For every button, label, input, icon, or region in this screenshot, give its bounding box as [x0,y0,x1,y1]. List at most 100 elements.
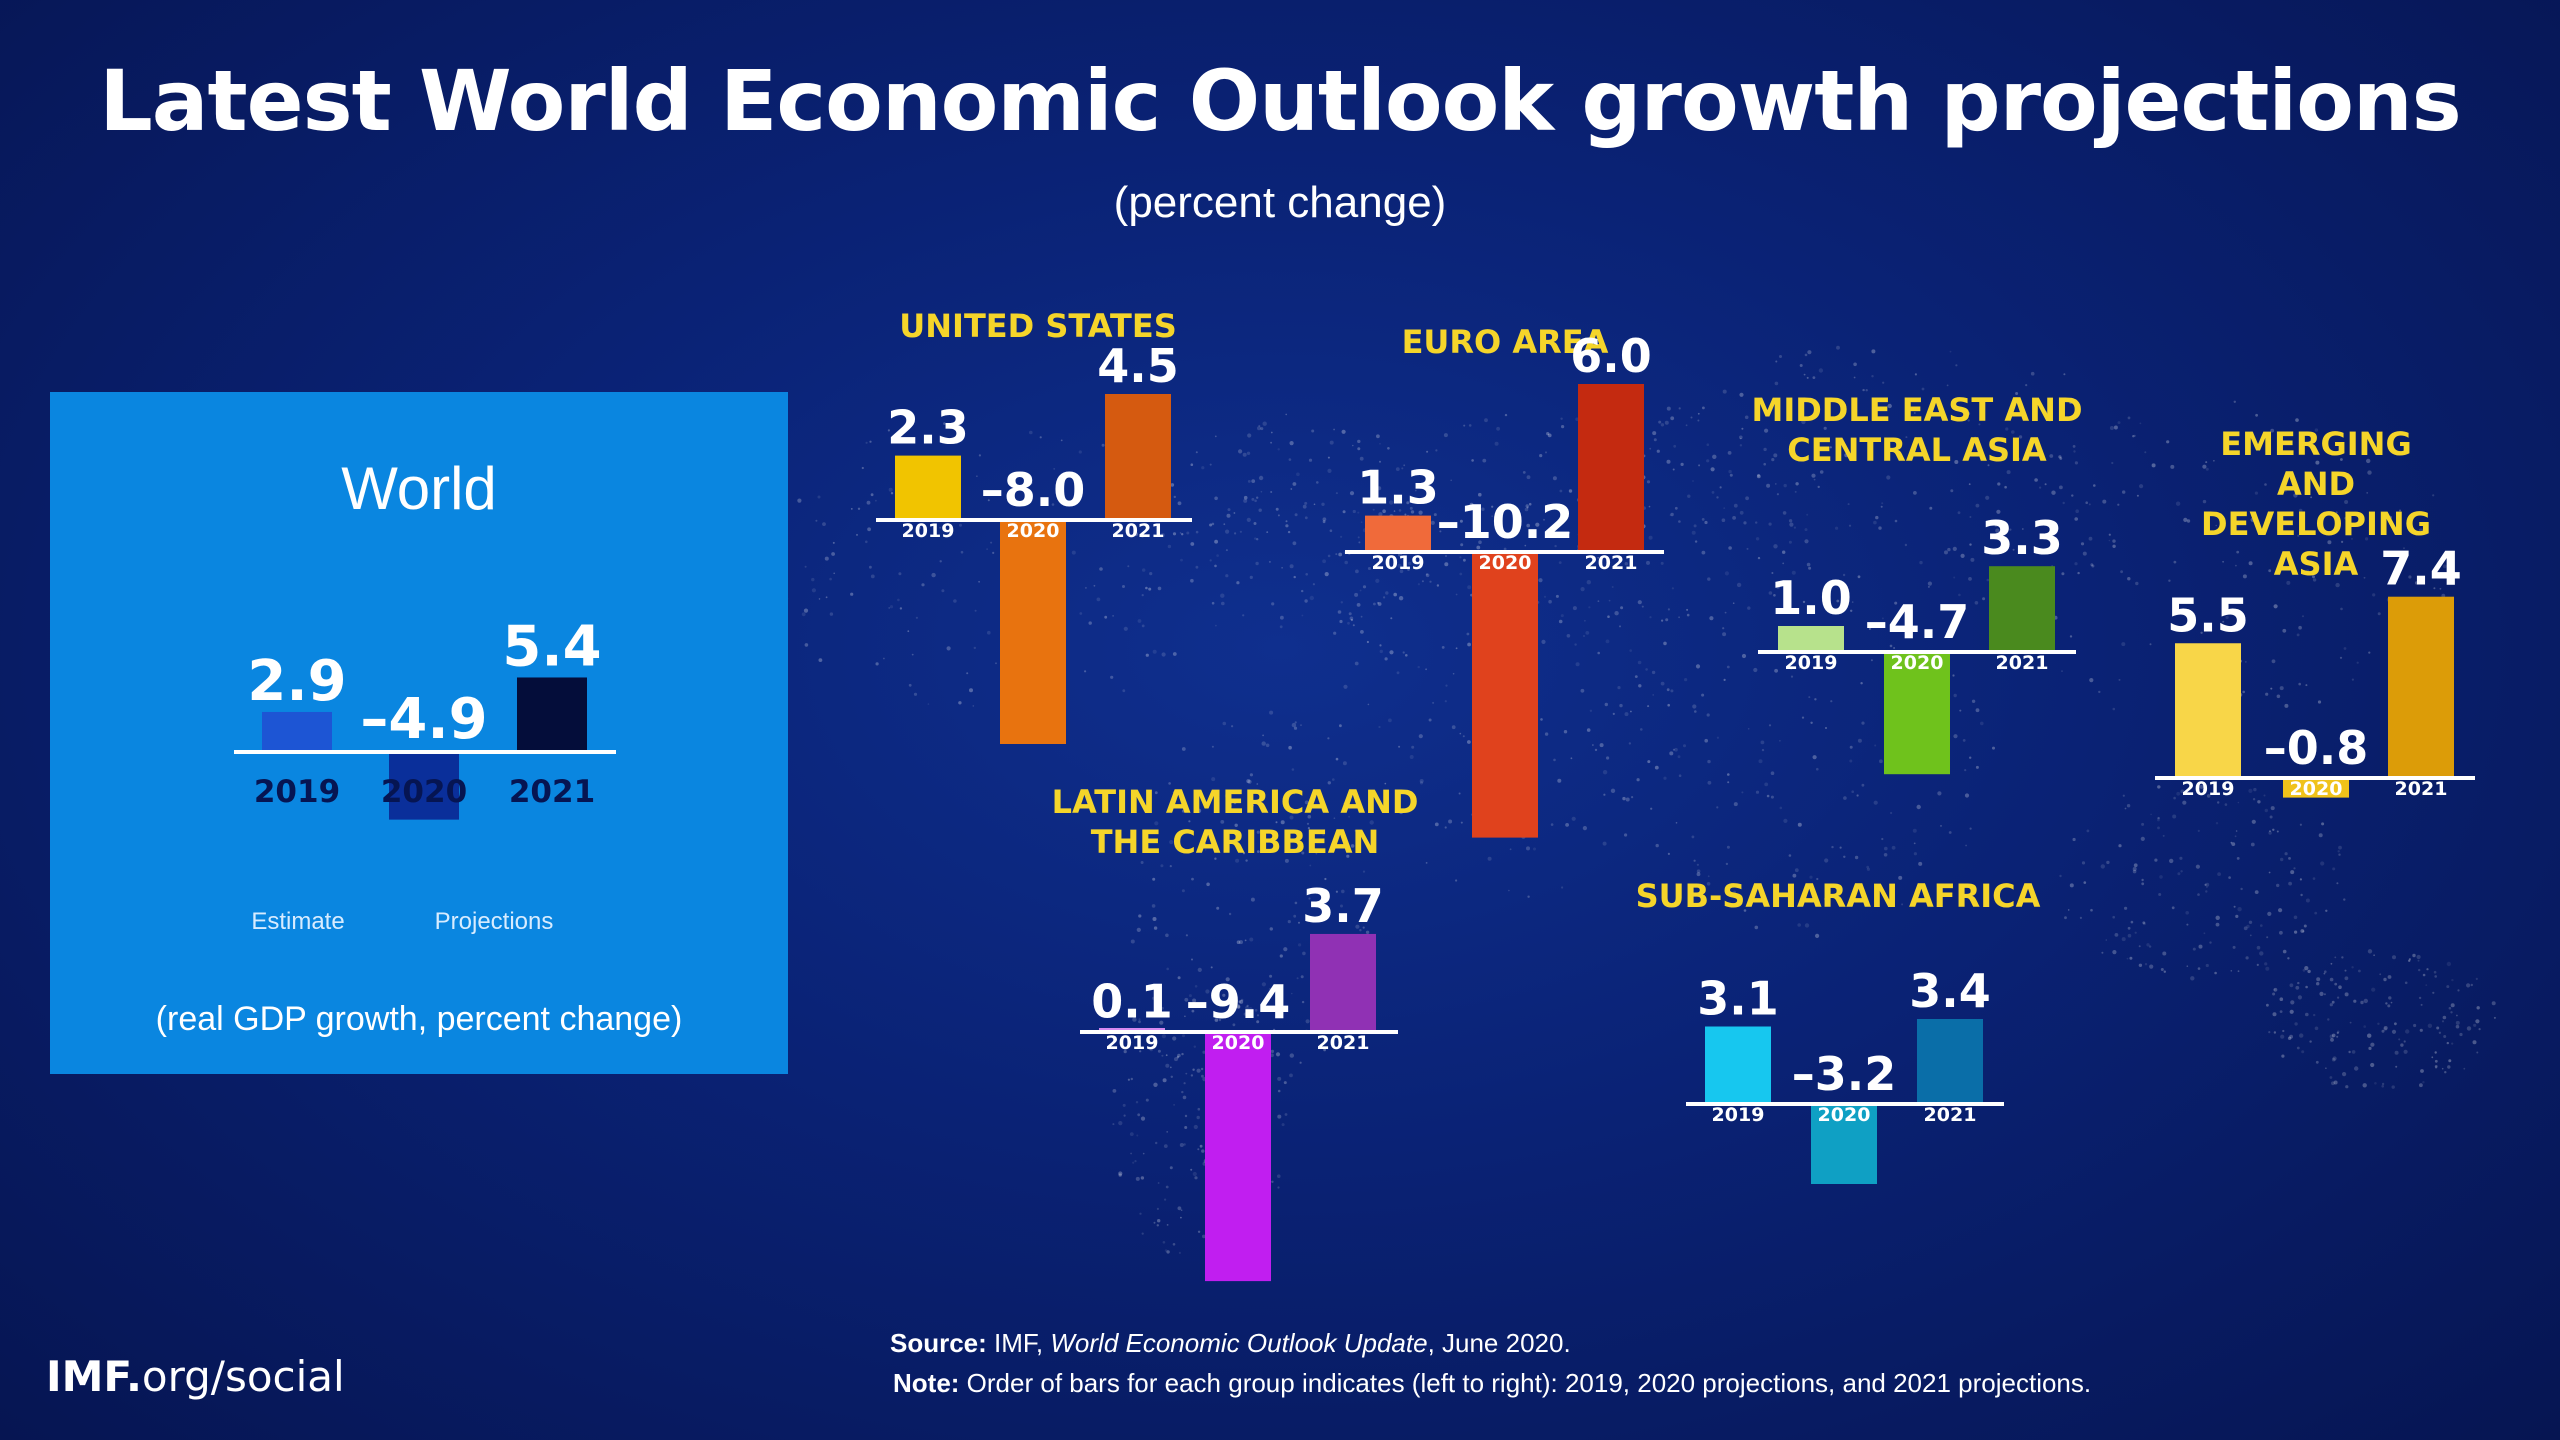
map-dot [1417,583,1420,586]
map-dot [2088,503,2091,506]
map-dot [1283,947,1288,952]
map-dot [2344,992,2349,997]
map-dot [1460,821,1463,824]
map-dot [2067,909,2070,911]
map-dot [2476,1006,2480,1010]
map-dot [1929,506,1933,510]
map-dot [2129,956,2133,960]
map-dot [1701,550,1706,555]
map-dot [1180,558,1183,562]
map-dot [1980,454,1983,458]
map-dot [1782,550,1786,554]
map-dot [1901,903,1904,906]
map-dot [1177,1053,1181,1058]
map-dot [865,441,868,444]
map-dot [2259,951,2264,956]
map-dot [1134,532,1138,537]
map-dot [1550,823,1554,826]
map-dot [1296,977,1299,980]
map-dot [1151,904,1156,908]
map-dot [2182,599,2185,602]
map-dot [1190,542,1195,546]
map-dot [2025,384,2028,387]
map-dot [1214,539,1218,544]
value-label-latin-america-2019: 0.1 [1091,974,1173,1028]
map-dot [1181,809,1185,813]
map-dot [1773,544,1778,549]
map-dot [1164,1198,1167,1201]
map-dot [1134,1160,1137,1163]
map-dot [2138,945,2141,948]
value-label-emerging-asia-2019: 5.5 [2167,588,2249,642]
map-dot [2157,785,2161,789]
map-dot [1181,1052,1184,1056]
map-dot [2316,982,2320,986]
map-dot [2004,485,2007,489]
map-dot [1724,611,1727,614]
map-dot [1139,1212,1142,1215]
map-dot [1225,574,1229,578]
map-dot [2388,515,2392,520]
map-dot [1540,718,1543,721]
map-dot [2133,434,2136,437]
map-dot [976,475,978,478]
map-dot [1462,735,1465,738]
map-dot [2388,996,2392,1000]
map-dot [2319,991,2324,997]
map-dot [1584,619,1586,622]
map-dot [1586,728,1591,732]
map-dot [1693,859,1696,862]
map-dot [1962,739,1966,742]
map-dot [1173,1104,1175,1106]
map-dot [2294,1022,2298,1026]
map-dot [817,495,821,499]
map-dot [1145,653,1149,657]
map-dot [1959,709,1962,712]
map-dot [1294,901,1298,905]
map-dot [2126,957,2129,960]
map-dot [1419,779,1424,783]
map-dot [1403,464,1406,467]
map-dot [2203,787,2207,791]
map-dot [1771,572,1774,574]
imf-social-brand[interactable]: IMF.org/social [46,1352,345,1401]
map-dot [1365,930,1370,934]
map-dot [2400,1043,2404,1047]
map-dot [2368,1046,2372,1050]
map-dot [1548,599,1552,604]
map-dot [1285,524,1289,528]
map-dot [917,526,921,530]
map-dot [1514,515,1518,520]
bar-world-2020 [389,752,459,820]
map-dot [2118,678,2121,681]
map-dot [1580,587,1585,592]
map-dot [2173,796,2176,800]
map-dot [2279,686,2284,691]
map-dot [1327,554,1331,558]
map-dot [1357,447,1361,451]
map-dot [2367,949,2373,954]
map-dot [1656,449,1660,453]
map-dot [2205,467,2209,471]
map-dot [1937,791,1942,796]
map-dot [1266,531,1269,533]
map-dot [1665,618,1669,622]
map-dot [1153,1082,1158,1088]
map-dot [1388,718,1392,723]
map-dot [1829,446,1832,449]
map-dot [1858,417,1861,421]
map-dot [883,657,885,660]
map-dot [2228,876,2231,879]
map-dot [1913,412,1916,414]
map-dot [2431,1056,2434,1059]
map-dot [1352,444,1354,447]
map-dot [2083,881,2087,884]
map-dot [2270,687,2273,690]
bar-emerging-asia-2020 [2283,778,2349,798]
map-dot [1674,506,1678,510]
map-dot [1792,873,1797,878]
map-dot [1582,826,1587,831]
map-dot [1757,473,1760,477]
map-dot [1397,563,1402,568]
map-dot [2158,893,2162,896]
